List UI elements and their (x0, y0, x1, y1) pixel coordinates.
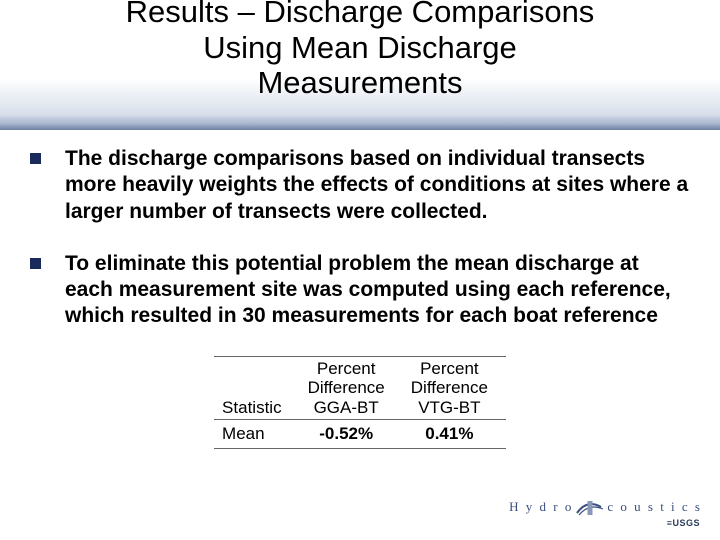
table-row: Mean -0.52% 0.41% (214, 420, 506, 449)
cell-statistic: Mean (214, 420, 300, 449)
cell-gga-bt: -0.52% (300, 420, 403, 449)
col-header-statistic: Statistic (214, 356, 300, 420)
table-container: Statistic Percent Difference GGA-BT Perc… (28, 356, 692, 450)
col-header-gga-bt: Percent Difference GGA-BT (300, 356, 403, 420)
logo-text-left: H y d r o (509, 499, 573, 515)
logo-row: H y d r o c o u s t i c s (509, 497, 702, 517)
header-band: Results – Discharge Comparisons Using Me… (0, 0, 720, 130)
table-header-row: Statistic Percent Difference GGA-BT Perc… (214, 356, 506, 420)
logo-swoosh-icon (575, 497, 605, 517)
logo-text-right: c o u s t i c s (607, 499, 702, 515)
stats-table: Statistic Percent Difference GGA-BT Perc… (214, 356, 506, 450)
usgs-label: ≡USGS (667, 518, 700, 528)
footer-logo: H y d r o c o u s t i c s ≡USGS (509, 497, 702, 528)
bullet-text: To eliminate this potential problem the … (65, 251, 692, 330)
title-line-1: Results – Discharge Comparisons (126, 0, 595, 29)
bullet-text: The discharge comparisons based on indiv… (65, 146, 692, 225)
title-line-2: Using Mean Discharge (203, 30, 517, 65)
bullet-square-icon (30, 153, 41, 164)
bullet-item: To eliminate this potential problem the … (28, 251, 692, 330)
col-header-vtg-bt: Percent Difference VTG-BT (403, 356, 506, 420)
content-area: The discharge comparisons based on indiv… (0, 130, 720, 449)
bullet-item: The discharge comparisons based on indiv… (28, 146, 692, 225)
title-line-3: Measurements (257, 65, 462, 100)
bullet-square-icon (30, 258, 41, 269)
cell-vtg-bt: 0.41% (403, 420, 506, 449)
slide-title: Results – Discharge Comparisons Using Me… (126, 0, 595, 101)
